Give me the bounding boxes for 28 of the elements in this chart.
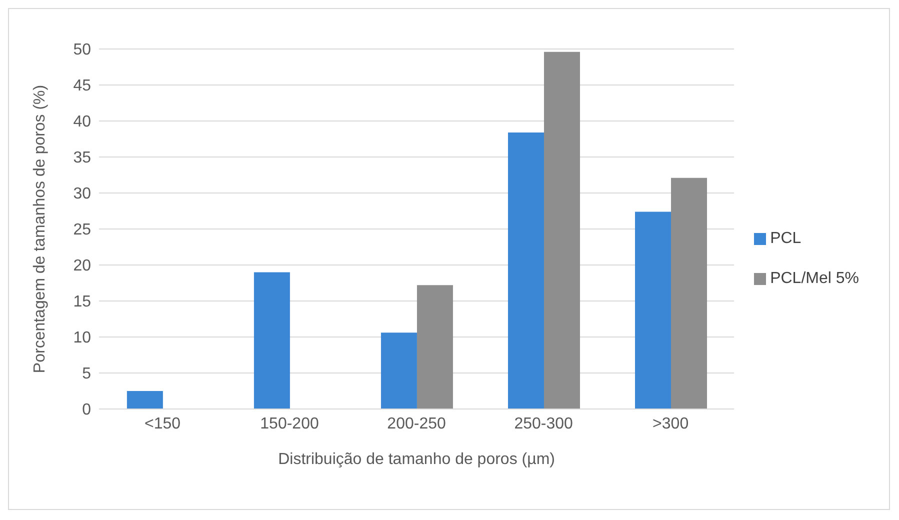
bar (508, 132, 544, 409)
y-tick-label: 15 (73, 294, 92, 311)
y-tick-label: 5 (82, 366, 92, 383)
y-tick-label: 40 (73, 114, 92, 131)
bar (635, 212, 672, 409)
y-tick-label: 25 (73, 222, 92, 239)
x-tick-label: <150 (144, 415, 181, 432)
y-tick-label: 10 (73, 330, 92, 347)
x-tick-label: >300 (652, 415, 689, 432)
x-tick-label: 150-200 (260, 415, 319, 432)
bar (671, 178, 708, 409)
bar (416, 285, 453, 409)
x-tick-label: 250-300 (514, 415, 574, 432)
y-tick-label: 50 (73, 42, 92, 59)
x-tick-label: 200-250 (387, 415, 446, 432)
bar (254, 272, 290, 409)
y-tick-label: 20 (73, 258, 92, 275)
y-tick-label: 30 (73, 186, 92, 203)
bar (380, 332, 417, 409)
legend-label: PCL/Mel 5% (770, 270, 859, 287)
x-axis-title: Distribuição de tamanho de poros (µm) (278, 451, 555, 468)
y-tick-label: 35 (73, 150, 92, 167)
y-axis-title: Porcentagem de tamanhos de poros (%) (32, 84, 49, 374)
y-tick-label: 45 (73, 78, 92, 95)
legend-label: PCL (770, 230, 802, 247)
bar (126, 391, 163, 409)
y-tick-label: 0 (82, 402, 92, 419)
bar (544, 52, 580, 409)
